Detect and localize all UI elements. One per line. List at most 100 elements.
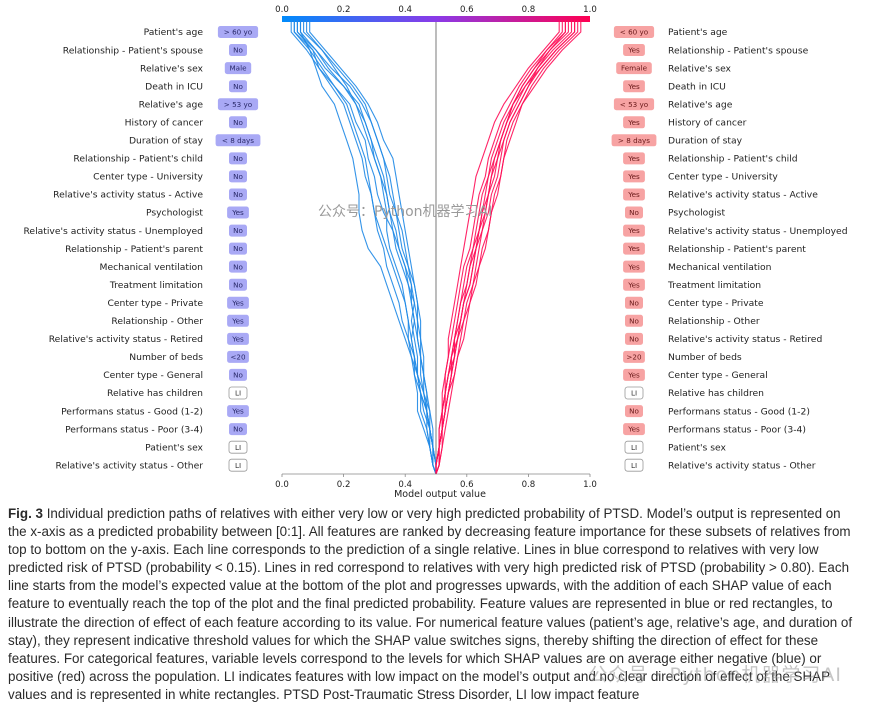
right-feature-label: Relative's age [668,99,733,110]
badge-text: > 53 yo [224,100,252,109]
top-tick-label: 0.8 [522,5,536,15]
badge-box [215,134,261,147]
right-feature-label: Number of beds [668,352,742,363]
badge-text: No [629,407,639,416]
left-feature-label: Duration of stay [129,136,204,147]
right-value-badge: LI [624,440,644,454]
left-feature-label: Relationship - Patient's spouse [63,45,204,56]
badge-text: No [233,82,243,91]
top-tick-label: 0.0 [275,5,289,15]
badge-box [227,314,249,327]
red-prediction-path [435,20,576,475]
left-feature-label: Death in ICU [145,81,203,92]
badge-text: LI [235,389,241,398]
badge-box [224,62,252,75]
badge-box [229,224,247,237]
badge-text: No [233,46,243,55]
right-feature-label: Relative has children [668,388,764,399]
badge-box [613,26,655,38]
left-value-badge: Yes [227,332,249,345]
badge-box [623,278,645,291]
left-feature-label: Patient's age [144,27,204,38]
left-value-badge: LI [228,458,248,472]
badge-text: No [233,280,243,289]
right-value-badge: No [625,206,643,219]
badge-box [625,405,643,418]
badge-text: Yes [627,46,640,55]
left-feature-label: Relationship - Patient's child [73,154,203,165]
right-value-badge: Yes [623,368,645,381]
badge-box [623,188,645,201]
left-feature-label: Performans status - Poor (3-4) [65,424,203,435]
bottom-tick-labels: 0.0 0.2 0.4 0.6 0.8 1.0 [275,474,597,490]
right-value-badge: Yes [623,260,645,273]
left-value-badge: No [229,170,247,183]
left-value-badge: Male [224,62,252,75]
left-feature-label: History of cancer [125,118,204,129]
left-feature-label: Psychologist [146,208,203,219]
top-tick-label: 1.0 [583,5,597,15]
badge-box [623,170,645,183]
plot-area: 0.0 0.2 0.4 0.6 0.8 1.0 0.0 0.2 0.4 0.6 0.8 1.0 Mo… [275,5,597,500]
left-feature-labels: Patient's age Relationship - Patient's sp… [23,27,203,471]
left-feature-label: Relationship - Patient's parent [65,244,203,255]
left-feature-label: Relative has children [107,388,203,399]
right-value-badge: Yes [623,170,645,183]
blue-prediction-path [296,20,437,475]
right-feature-label: Relationship - Patient's spouse [668,45,809,56]
center-watermark: 公众号：Python机器学习AI [318,204,492,220]
badge-text: Yes [627,118,640,127]
right-feature-label: Treatment limitation [667,280,761,291]
right-value-badge: >20 [623,350,645,363]
badge-text: Yes [231,208,244,217]
left-feature-label: Treatment limitation [109,280,203,291]
right-value-badge: No [625,405,643,418]
badge-text: Yes [627,226,640,235]
left-value-badge: Yes [227,314,249,327]
badge-text: LI [631,443,637,452]
badge-text: Yes [627,425,640,434]
figure-caption: Fig. 3 Individual prediction paths of re… [8,505,860,704]
prediction-paths [290,20,582,475]
badge-box [229,423,247,436]
badge-text: Yes [627,262,640,271]
bottom-tick-label: 0.0 [275,480,289,490]
figure-label: Fig. 3 [8,506,43,521]
right-feature-label: Patient's sex [668,442,726,453]
badge-text: >20 [626,353,642,362]
right-feature-label: Relationship - Patient's parent [668,244,806,255]
red-prediction-path [435,20,582,475]
bottom-tick-label: 0.2 [337,480,351,490]
right-value-badge: Yes [623,152,645,165]
left-value-badge: No [229,116,247,129]
right-feature-label: Relative's activity status - Other [668,460,816,471]
left-feature-label: Relative's activity status - Active [53,190,203,201]
bottom-tick-label: 0.8 [522,480,536,490]
right-feature-label: Performans status - Good (1-2) [668,406,810,417]
badge-text: > 60 yo [224,28,252,37]
left-value-badge: No [229,260,247,273]
badge-box [625,206,643,219]
red-prediction-path [435,20,579,475]
badge-text: Yes [627,280,640,289]
badge-box [228,386,248,400]
left-value-badge: No [229,368,247,381]
badge-text: No [233,371,243,380]
right-value-badge: No [625,332,643,345]
badge-text: Yes [627,190,640,199]
right-feature-label: Relative's sex [668,63,732,74]
right-feature-label: Relative's activity status - Retired [668,334,822,345]
badge-box [625,332,643,345]
x-axis-title: Model output value [394,489,486,500]
badge-box [623,116,645,129]
right-feature-label: Duration of stay [668,136,743,147]
left-feature-label: Performans status - Good (1-2) [61,406,203,417]
left-value-badge: No [229,278,247,291]
right-value-badge: Yes [623,423,645,436]
left-value-badge: No [229,242,247,255]
badge-box [613,98,655,111]
right-value-badge: Yes [623,80,645,93]
left-feature-label: Center type - University [93,172,203,183]
badge-text: No [233,425,243,434]
badge-text: No [233,172,243,181]
